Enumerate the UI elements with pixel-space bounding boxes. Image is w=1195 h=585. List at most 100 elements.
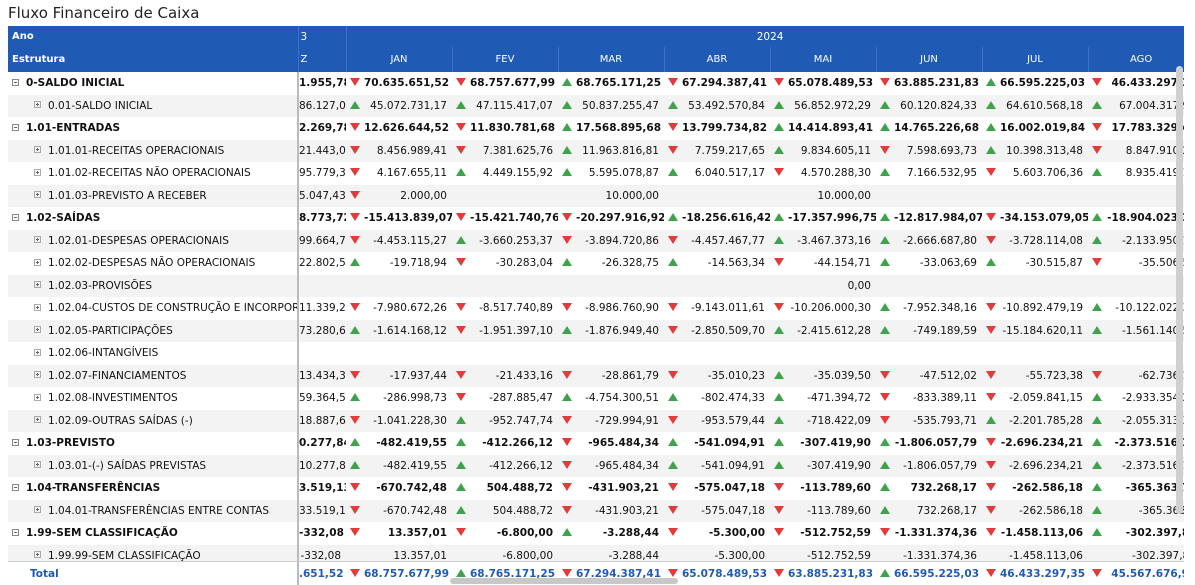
- header-estrutura[interactable]: Estrutura: [8, 47, 299, 72]
- arrow-up-icon: [880, 235, 890, 244]
- trend-indicator: [346, 477, 364, 500]
- collapse-icon[interactable]: [12, 78, 19, 86]
- expand-icon[interactable]: [34, 416, 41, 424]
- cell-value: -14.563,34: [707, 257, 765, 270]
- expand-icon[interactable]: [34, 461, 41, 469]
- trend-indicator: [664, 342, 682, 365]
- table-row: 1.02.09-OUTRAS SAÍDAS (-) 18.887,64 -1.041…: [8, 409, 1184, 432]
- group-row-label[interactable]: 1.01-ENTRADAS: [8, 117, 299, 140]
- arrow-down-icon: [456, 145, 466, 154]
- group-row-label[interactable]: 0-SALDO INICIAL: [8, 72, 299, 95]
- cell-value: -10.122.022,3: [1115, 302, 1184, 315]
- expand-icon[interactable]: [34, 326, 41, 334]
- row-label[interactable]: 1.02.08-INVESTIMENTOS: [8, 387, 299, 410]
- trend-indicator: [770, 342, 788, 365]
- arrow-up-icon: [668, 213, 678, 222]
- arrow-down-icon: [986, 505, 996, 514]
- expand-icon[interactable]: [34, 348, 41, 356]
- cell-value: -4.457.467,77: [682, 229, 770, 252]
- group-row-label[interactable]: 1.04-TRANSFERÊNCIAS: [8, 477, 299, 500]
- cell-value: -286.998,73: [383, 392, 447, 405]
- arrow-up-icon: [986, 123, 996, 132]
- arrow-down-icon: [880, 528, 890, 537]
- arrow-up-icon: [774, 370, 784, 379]
- expand-icon[interactable]: [34, 371, 41, 379]
- trend-indicator: [346, 297, 364, 320]
- row-label[interactable]: 1.02.06-INTANGÍVEIS: [8, 342, 299, 365]
- expand-icon[interactable]: [34, 146, 41, 154]
- row-label[interactable]: 1.02.03-PROVISÕES: [8, 274, 299, 297]
- row-label[interactable]: 1.02.09-OUTRAS SAÍDAS (-): [8, 409, 299, 432]
- collapse-icon[interactable]: [12, 213, 19, 221]
- cell-prev-year: 1.955,78: [299, 77, 346, 90]
- cell-value: [1106, 274, 1184, 297]
- header-ano[interactable]: Ano: [8, 26, 299, 47]
- trend-indicator: [876, 387, 894, 410]
- arrow-down-icon: [562, 438, 572, 447]
- row-label[interactable]: 0.01-SALDO INICIAL: [8, 94, 299, 117]
- cell-value: 9.834.605,11: [788, 139, 876, 162]
- vertical-scroll-thumb[interactable]: [1176, 66, 1183, 514]
- expand-icon[interactable]: [34, 506, 41, 514]
- cell-value: 4.167.655,11: [376, 167, 447, 180]
- header-month-mar[interactable]: MAR: [558, 47, 665, 72]
- expand-icon[interactable]: [34, 303, 41, 311]
- collapse-icon[interactable]: [12, 123, 19, 131]
- row-label[interactable]: 1.02.04-CUSTOS DE CONSTRUÇÃO E INCORPORA…: [8, 297, 299, 320]
- expand-icon[interactable]: [34, 551, 41, 559]
- row-label[interactable]: 1.02.07-FINANCIAMENTOS: [8, 364, 299, 387]
- row-label[interactable]: 1.04.01-TRANSFERÊNCIAS ENTRE CONTAS: [8, 499, 299, 522]
- header-month-jun[interactable]: JUN: [876, 47, 983, 72]
- row-label[interactable]: 1.01.03-PREVISTO A RECEBER: [8, 184, 299, 207]
- trend-indicator: [770, 274, 788, 297]
- trend-indicator: [452, 522, 470, 545]
- cell-value: -287.885,47: [489, 392, 553, 405]
- row-label-text: 1.02.06-INTANGÍVEIS: [48, 347, 159, 360]
- row-label[interactable]: 1.01.02-RECEITAS NÃO OPERACIONAIS: [8, 162, 299, 185]
- trend-indicator: [558, 162, 576, 185]
- cell-value: 53.492.570,84: [682, 94, 770, 117]
- row-label[interactable]: 1.02.02-DESPESAS NÃO OPERACIONAIS: [8, 252, 299, 275]
- expand-icon[interactable]: [34, 393, 41, 401]
- row-label[interactable]: 1.02.01-DESPESAS OPERACIONAIS: [8, 229, 299, 252]
- trend-indicator: [664, 297, 682, 320]
- row-label[interactable]: 1.01.01-RECEITAS OPERACIONAIS: [8, 139, 299, 162]
- trend-indicator: [982, 342, 1000, 365]
- collapse-icon[interactable]: [12, 528, 19, 536]
- collapse-icon[interactable]: [12, 483, 19, 491]
- header-month-ago[interactable]: AGO: [1088, 47, 1184, 72]
- arrow-up-icon: [880, 483, 890, 492]
- row-label[interactable]: 1.02.05-PARTICIPAÇÕES: [8, 319, 299, 342]
- header-month-jan[interactable]: JAN: [346, 47, 453, 72]
- group-row-label[interactable]: 1.03-PREVISTO: [8, 432, 299, 455]
- arrow-up-icon: [456, 460, 466, 469]
- header-month-jul[interactable]: JUL: [982, 47, 1089, 72]
- cell-value: -365.363,7: [1125, 482, 1184, 495]
- arrow-down-icon: [350, 123, 360, 132]
- expand-icon[interactable]: [34, 236, 41, 244]
- trend-indicator: [452, 94, 470, 117]
- header-row-months: Estrutura Z JAN FEV MAR ABR MAI JUN JUL AGO: [8, 47, 1184, 72]
- header-year-2024[interactable]: 2024: [346, 26, 1184, 47]
- trend-indicator: [664, 274, 682, 297]
- arrow-down-icon: [456, 123, 466, 132]
- expand-icon[interactable]: [34, 168, 41, 176]
- expand-icon[interactable]: [34, 281, 41, 289]
- header-month-mai[interactable]: MAI: [770, 47, 877, 72]
- arrow-up-icon: [562, 123, 572, 132]
- arrow-down-icon: [350, 168, 360, 177]
- cell-value: 7.166.532,95: [906, 167, 977, 180]
- group-row-label[interactable]: 1.02-SAÍDAS: [8, 207, 299, 230]
- expand-icon[interactable]: [34, 258, 41, 266]
- header-month-abr[interactable]: ABR: [664, 47, 771, 72]
- trend-indicator: [1088, 387, 1106, 410]
- horizontal-scroll-thumb[interactable]: [450, 578, 678, 584]
- cell-value: 732.268,17: [894, 499, 982, 522]
- expand-icon[interactable]: [34, 101, 41, 109]
- row-label[interactable]: 1.03.01-(-) SAÍDAS PREVISTAS: [8, 454, 299, 477]
- group-row-label[interactable]: 1.99-SEM CLASSIFICAÇÃO: [8, 522, 299, 545]
- header-month-fev[interactable]: FEV: [452, 47, 559, 72]
- vertical-scrollbar[interactable]: [1175, 66, 1184, 514]
- collapse-icon[interactable]: [12, 438, 19, 446]
- expand-icon[interactable]: [34, 191, 41, 199]
